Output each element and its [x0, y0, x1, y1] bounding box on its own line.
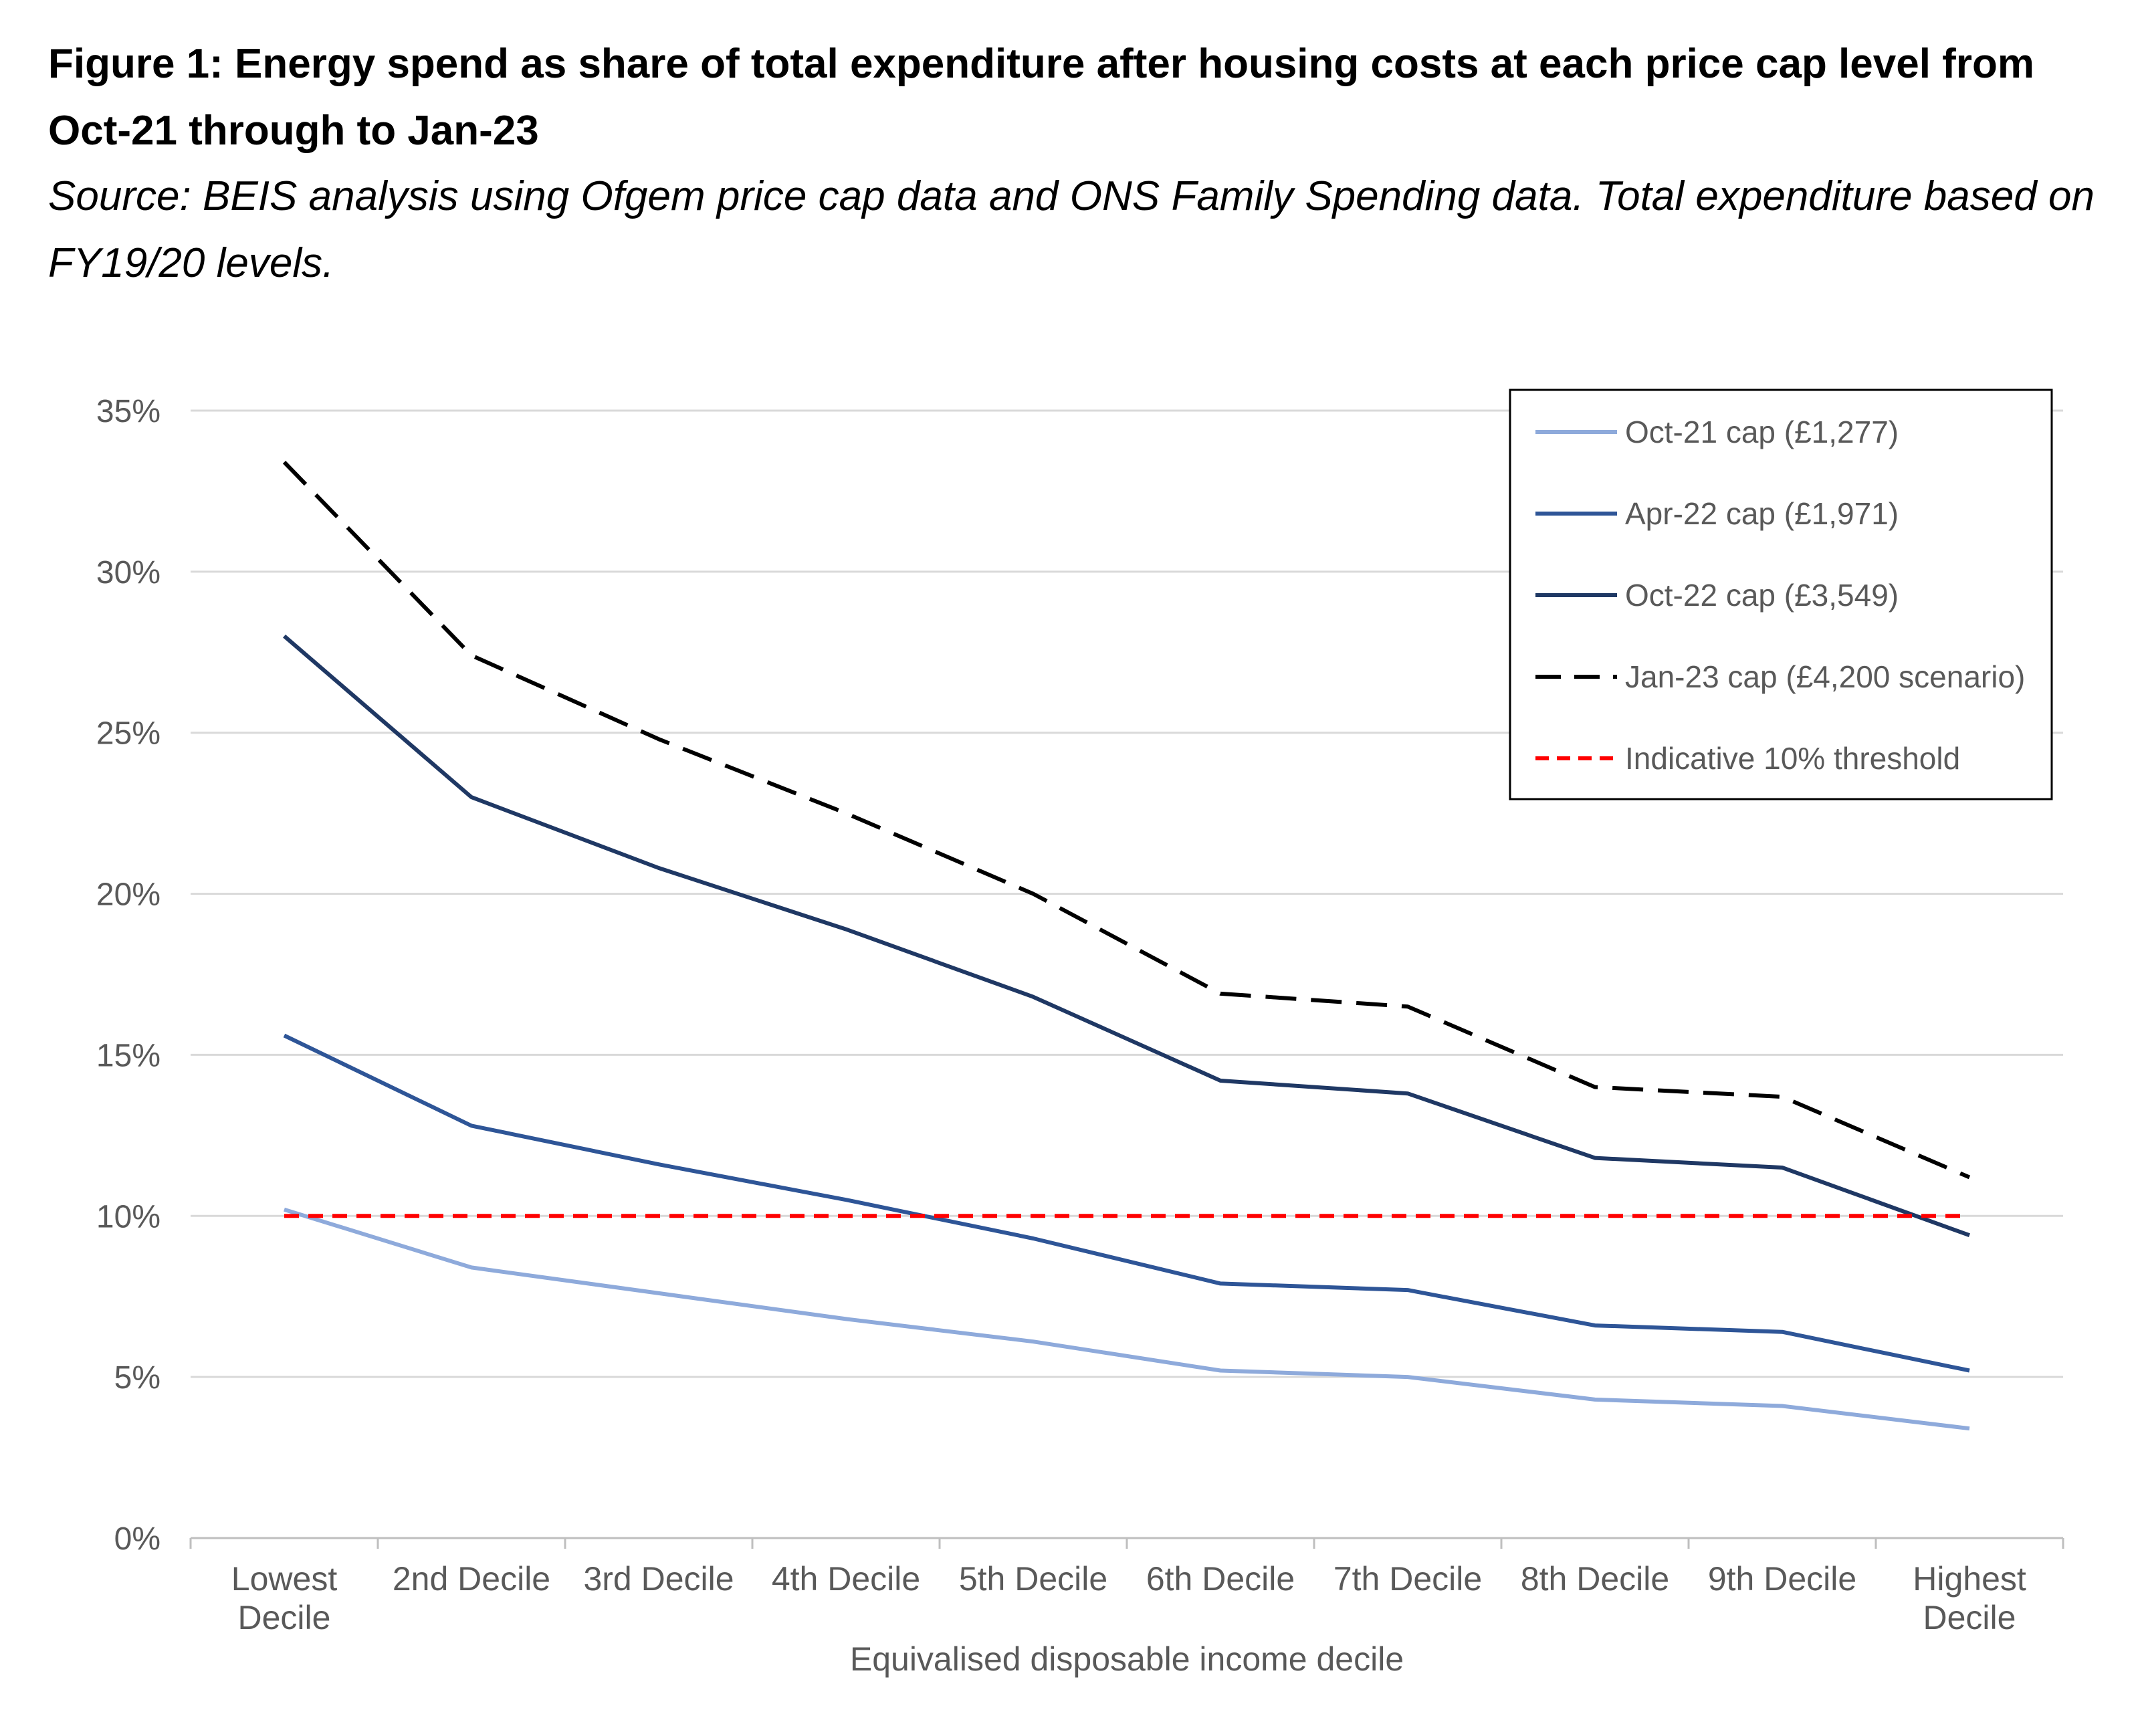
legend-entry-label: Indicative 10% threshold [1625, 741, 1960, 776]
x-tick-label: 7th Decile [1333, 1560, 1482, 1598]
legend: Oct-21 cap (£1,277) Apr-22 cap (£1,971) Oc… [1509, 389, 2053, 800]
figure-source-note: Source: BEIS analysis using Ofgem price … [48, 173, 2095, 286]
y-tick-label: 15% [96, 1038, 160, 1073]
x-tick-label: 4th Decile [772, 1560, 920, 1598]
series-line-4 [282, 461, 1971, 1180]
y-tick-label: 0% [114, 1521, 160, 1557]
x-tick-label: Highest Decile [1913, 1560, 2026, 1636]
x-tick-label: 8th Decile [1521, 1560, 1669, 1598]
series-line-3 [283, 634, 1971, 1238]
series-line-1 [284, 1207, 1970, 1431]
y-tick-label: 35% [96, 394, 160, 429]
x-tick-label: 6th Decile [1146, 1560, 1295, 1598]
series-line-2 [283, 1033, 1970, 1373]
figure-title: Figure 1: Energy spend as share of total… [48, 41, 2034, 154]
legend-entry-label: Apr-22 cap (£1,971) [1625, 496, 1899, 531]
x-tick-label: 3rd Decile [583, 1560, 734, 1598]
legend-entry-label: Oct-22 cap (£3,549) [1625, 578, 1899, 613]
legend-entry-label: Jan-23 cap (£4,200 scenario) [1625, 659, 2025, 694]
series-lines [282, 461, 1971, 1431]
axes: 0% 5% 10% 15% 20% 25% 30% 35% Lowest Decile 2nd De… [96, 394, 2064, 1678]
legend-entry-label: Oct-21 cap (£1,277) [1625, 415, 1899, 449]
y-tick-label: 25% [96, 716, 160, 752]
x-axis-title: Equivalised disposable income decile [850, 1640, 1404, 1678]
y-tick-label: 5% [114, 1360, 160, 1396]
y-tick-label: 20% [96, 877, 160, 913]
x-tick-label: 5th Decile [959, 1560, 1107, 1598]
x-tick-label: Lowest Decile [231, 1560, 338, 1636]
y-tick-label: 10% [96, 1199, 160, 1234]
y-tick-label: 30% [96, 555, 160, 590]
x-tick-label: 2nd Decile [393, 1560, 550, 1598]
x-tick-label: 9th Decile [1708, 1560, 1856, 1598]
